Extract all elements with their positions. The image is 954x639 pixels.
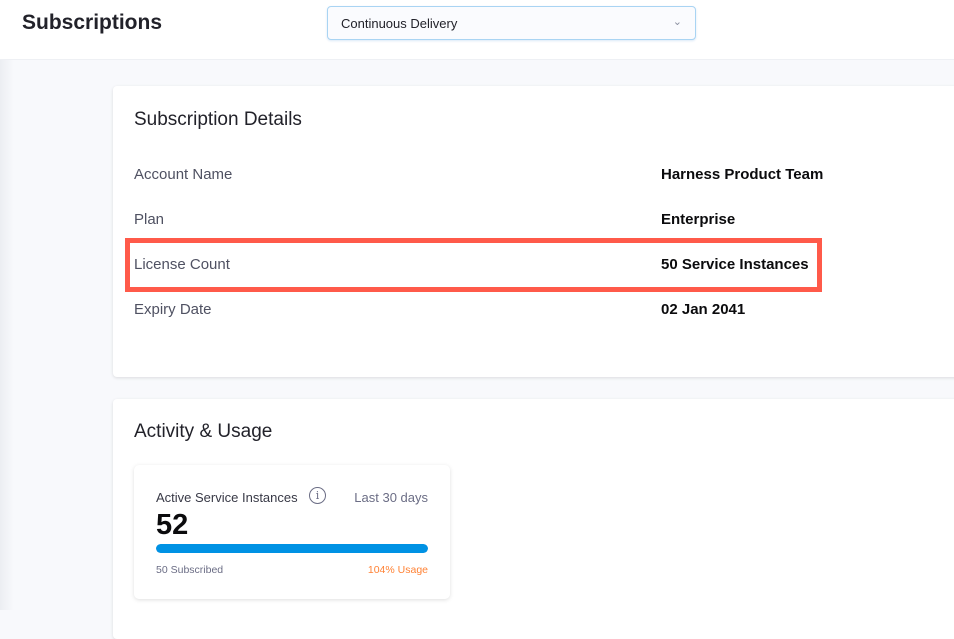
usage-progress-fill bbox=[156, 544, 428, 553]
usage-progress-bar bbox=[156, 544, 428, 553]
module-select[interactable]: Continuous Delivery ⌄ bbox=[327, 6, 696, 40]
left-edge-shadow bbox=[0, 0, 14, 610]
detail-value: 50 Service Instances bbox=[661, 256, 809, 273]
usage-period: Last 30 days bbox=[354, 490, 428, 505]
activity-usage-title: Activity & Usage bbox=[134, 421, 273, 442]
chevron-down-icon: ⌄ bbox=[672, 16, 682, 28]
detail-value: Enterprise bbox=[661, 211, 736, 228]
detail-row-plan: Plan Enterprise bbox=[134, 209, 834, 233]
license-count-highlight bbox=[125, 238, 822, 292]
module-select-value: Continuous Delivery bbox=[341, 16, 458, 31]
detail-value: 02 Jan 2041 bbox=[661, 301, 746, 318]
detail-row-license-count: License Count 50 Service Instances bbox=[134, 254, 834, 278]
subscribed-count: 50 Subscribed bbox=[156, 564, 224, 576]
detail-label: Expiry Date bbox=[134, 301, 212, 318]
subscription-details-card: Subscription Details Account Name Harnes… bbox=[113, 86, 954, 377]
page-title: Subscriptions bbox=[22, 11, 163, 34]
usage-label: Active Service Instances bbox=[156, 490, 298, 505]
activity-usage-card: Activity & Usage Active Service Instance… bbox=[113, 399, 954, 639]
detail-value: Harness Product Team bbox=[661, 166, 824, 183]
info-icon[interactable]: i bbox=[309, 487, 326, 504]
detail-label: License Count bbox=[134, 256, 230, 273]
page-header: Subscriptions Continuous Delivery ⌄ bbox=[0, 0, 954, 60]
usage-count: 52 bbox=[156, 509, 189, 541]
detail-label: Plan bbox=[134, 211, 165, 228]
detail-label: Account Name bbox=[134, 166, 233, 183]
subscription-details-title: Subscription Details bbox=[134, 109, 302, 130]
detail-row-account-name: Account Name Harness Product Team bbox=[134, 164, 834, 188]
active-service-instances-widget: Active Service Instances i Last 30 days … bbox=[134, 465, 450, 599]
detail-row-expiry-date: Expiry Date 02 Jan 2041 bbox=[134, 299, 834, 323]
usage-percent: 104% Usage bbox=[367, 564, 428, 576]
